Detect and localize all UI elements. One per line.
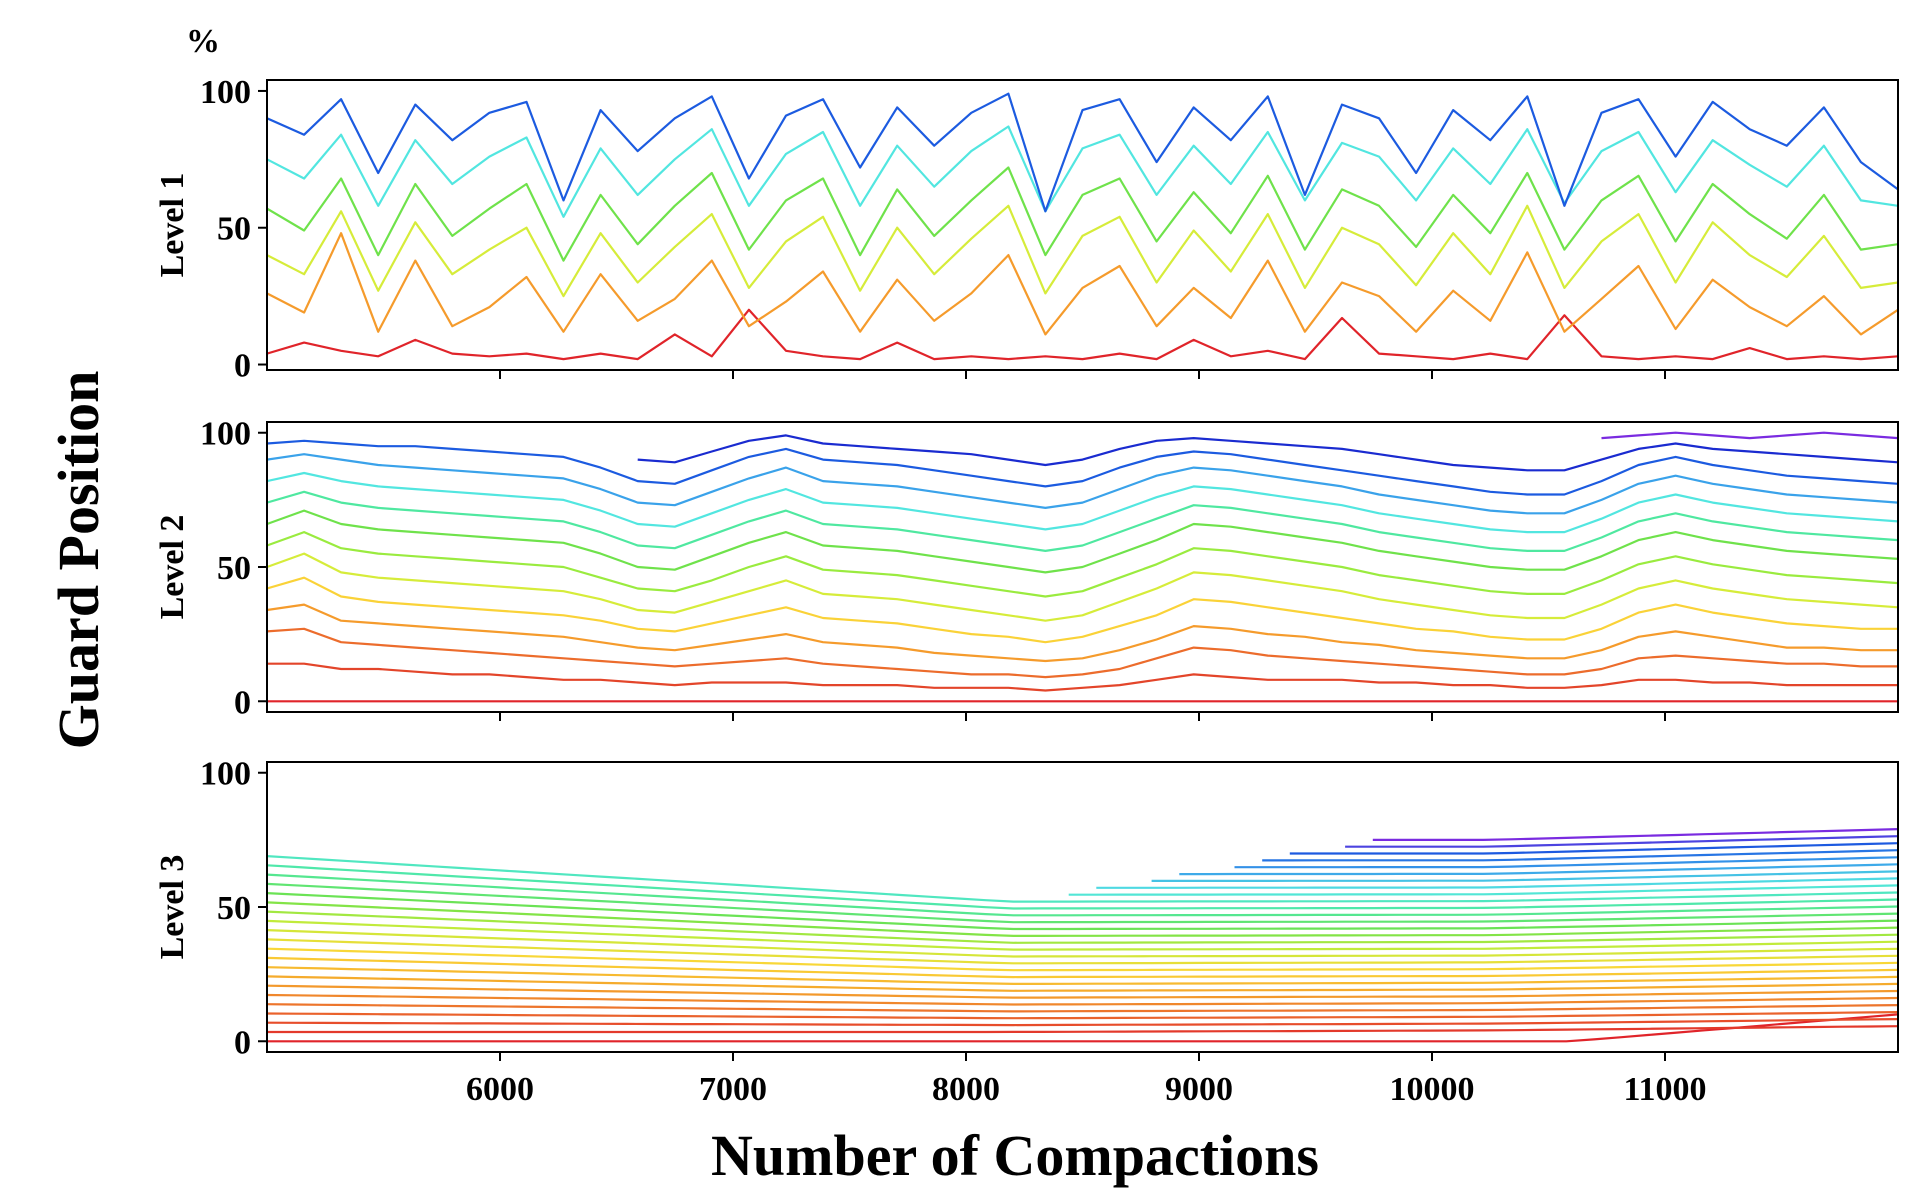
series-line-4 — [267, 603, 1898, 663]
series-line-19 — [267, 873, 1898, 917]
series-line-4 — [267, 166, 1898, 262]
unit-label: % — [186, 23, 220, 60]
panel-2-lines — [267, 431, 1898, 703]
series-line-23 — [1096, 877, 1898, 889]
series-line-16 — [267, 901, 1898, 937]
series-line-13 — [267, 929, 1898, 958]
y-axis-title: Guard Position — [46, 371, 111, 750]
series-line-12 — [267, 938, 1898, 965]
x-tick-label: 10000 — [1390, 1071, 1475, 1108]
series-line-20 — [267, 864, 1898, 910]
series-line-17 — [267, 892, 1898, 931]
series-line-6 — [267, 993, 1898, 1006]
series-line-5 — [267, 1003, 1898, 1013]
series-line-9 — [267, 490, 1898, 552]
series-line-12 — [267, 439, 1898, 496]
y-tick-label: 50 — [217, 211, 251, 248]
series-line-8 — [267, 509, 1898, 574]
panel-1-frame — [266, 79, 1899, 371]
series-line-1 — [267, 1013, 1898, 1043]
x-tick-label: 9000 — [1165, 1071, 1233, 1108]
series-line-28 — [1289, 842, 1898, 855]
series-line-18 — [267, 882, 1898, 924]
series-line-30 — [1372, 828, 1898, 841]
y-tick-label: 0 — [234, 1024, 251, 1061]
series-line-2 — [267, 232, 1898, 336]
y-tick-label: 100 — [200, 74, 251, 111]
x-tick-label: 7000 — [699, 1071, 767, 1108]
series-line-15 — [267, 910, 1898, 944]
series-line-7 — [267, 531, 1898, 598]
series-line-14 — [1601, 431, 1898, 440]
series-line-21 — [267, 855, 1898, 903]
series-line-6 — [267, 552, 1898, 622]
series-line-11 — [267, 947, 1898, 972]
x-tick-label: 8000 — [932, 1071, 1000, 1108]
series-line-2 — [267, 662, 1898, 692]
x-tick-label: 6000 — [466, 1071, 534, 1108]
y-tick-label: 50 — [217, 550, 251, 587]
series-line-3 — [267, 1018, 1898, 1027]
series-line-1 — [267, 308, 1898, 361]
series-line-10 — [267, 956, 1898, 979]
panels-layer: 0 50 100 Level 1 0 50 100 Level 2 0 50 100 6000 7000… — [154, 74, 1899, 1108]
series-line-2 — [267, 1025, 1898, 1034]
y-tick-label: 100 — [200, 756, 251, 793]
y-tick-label: 0 — [234, 348, 251, 385]
panel-2: 0 50 100 Level 2 — [154, 416, 1899, 721]
series-line-3 — [267, 204, 1898, 298]
series-line-7 — [267, 984, 1898, 999]
x-axis-title: Number of Compactions — [711, 1123, 1319, 1188]
series-line-4 — [267, 1011, 1898, 1020]
x-tick-label: 11000 — [1623, 1071, 1706, 1108]
series-line-10 — [267, 471, 1898, 534]
panel-3-lines — [267, 828, 1898, 1043]
series-line-5 — [267, 125, 1898, 218]
panel-label: Level 2 — [154, 515, 191, 620]
panel-1-lines — [267, 92, 1898, 361]
series-line-14 — [267, 919, 1898, 951]
series-line-22 — [1068, 884, 1898, 896]
panel-1: 0 50 100 Level 1 — [154, 74, 1899, 385]
series-line-11 — [267, 453, 1898, 515]
y-tick-label: 0 — [234, 684, 251, 721]
series-line-24 — [1151, 870, 1898, 882]
series-line-25 — [1179, 863, 1898, 876]
series-line-5 — [267, 576, 1898, 644]
series-line-9 — [267, 966, 1898, 985]
panel-3: 0 50 100 6000 7000 8000 9000 10000 11000 Level 3 — [154, 756, 1899, 1108]
series-line-8 — [267, 975, 1898, 992]
series-line-13 — [637, 434, 1898, 472]
y-tick-label: 50 — [217, 890, 251, 927]
panel-label: Level 1 — [154, 173, 191, 278]
series-line-26 — [1234, 856, 1898, 869]
panel-label: Level 3 — [154, 855, 191, 960]
series-line-27 — [1262, 849, 1898, 862]
series-line-29 — [1345, 835, 1898, 848]
series-line-6 — [267, 92, 1898, 213]
series-line-3 — [267, 627, 1898, 679]
y-tick-label: 100 — [200, 416, 251, 453]
